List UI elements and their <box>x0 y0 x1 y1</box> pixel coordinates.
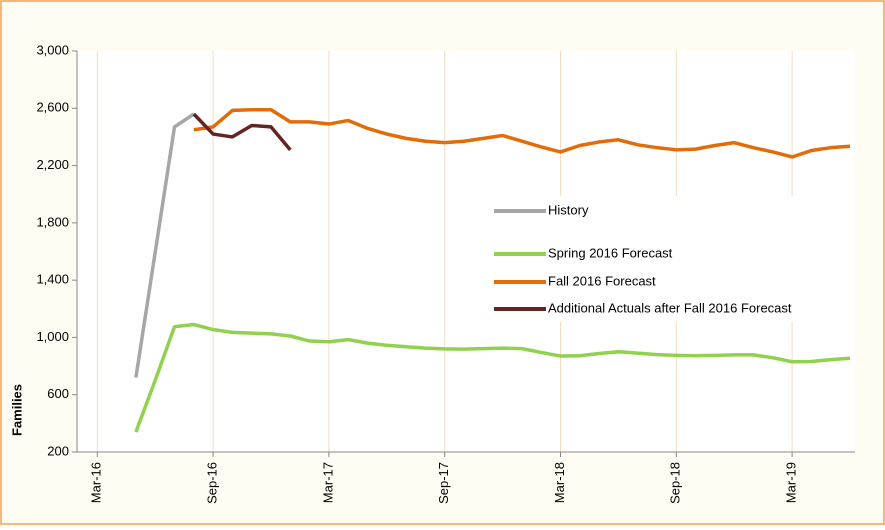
x-tick-label: Mar-16 <box>89 462 104 503</box>
y-tick-label: 1,000 <box>36 329 69 344</box>
y-tick-label: 3,000 <box>36 42 69 57</box>
series-line <box>193 107 851 159</box>
y-tick-label: 2,600 <box>36 100 69 115</box>
x-tick-label: Sep-17 <box>436 462 451 504</box>
x-tick-label: Mar-18 <box>552 462 567 503</box>
x-tick-label: Mar-19 <box>784 462 799 503</box>
y-axis-label: Families <box>9 384 24 436</box>
series-line <box>134 112 195 378</box>
x-tick-label: Sep-16 <box>205 462 220 504</box>
y-tick-label: 200 <box>47 443 69 458</box>
y-tick-label: 2,200 <box>36 157 69 172</box>
y-tick-label: 600 <box>47 386 69 401</box>
legend-box <box>487 196 840 322</box>
series-line <box>134 322 851 433</box>
x-tick-label: Mar-17 <box>320 462 335 503</box>
legend-label: Fall 2016 Forecast <box>548 273 656 288</box>
legend-label: Additional Actuals after Fall 2016 Forec… <box>548 300 792 315</box>
series-line <box>192 112 292 151</box>
legend-label: Spring 2016 Forecast <box>548 245 673 260</box>
x-tick-label: Sep-18 <box>668 462 683 504</box>
y-tick-label: 1,400 <box>36 272 69 287</box>
legend-label: History <box>548 202 589 217</box>
y-tick-label: 1,800 <box>36 214 69 229</box>
